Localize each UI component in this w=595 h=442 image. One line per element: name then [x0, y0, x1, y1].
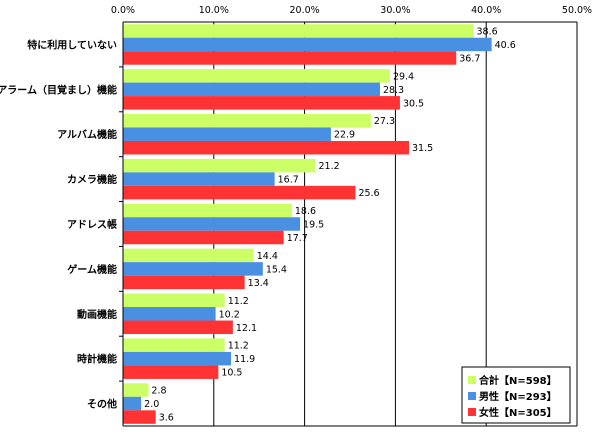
legend-label: 女性【N=305】 [479, 406, 557, 419]
data-label: 11.2 [228, 296, 249, 307]
bar [123, 82, 380, 97]
legend-swatch [468, 392, 476, 400]
legend-box [461, 366, 571, 424]
data-label: 2.8 [151, 386, 166, 397]
bar [123, 185, 356, 200]
data-label: 27.3 [374, 116, 395, 127]
category-label: 動画機能 [77, 308, 117, 321]
data-label: 31.5 [412, 143, 433, 154]
data-label: 40.6 [495, 40, 516, 51]
bars [123, 24, 492, 424]
x-tick-label: 30.0% [380, 5, 410, 16]
axes [119, 21, 577, 427]
legend-label: 男性【N=293】 [479, 390, 557, 403]
data-label: 17.7 [287, 233, 308, 244]
bar [123, 217, 301, 231]
data-label: 14.4 [257, 251, 278, 262]
bar [123, 262, 263, 276]
bar [123, 51, 457, 65]
data-label: 38.6 [476, 26, 497, 37]
x-tick-label: 10.0% [199, 5, 229, 16]
data-label: 22.9 [334, 130, 355, 141]
data-label: 36.7 [459, 53, 480, 64]
data-label: 15.4 [266, 264, 287, 275]
x-tick-label: 40.0% [471, 5, 501, 16]
bar [123, 230, 284, 245]
bar [123, 113, 371, 128]
bar [123, 275, 245, 290]
data-label: 3.6 [159, 413, 174, 424]
bar [123, 351, 232, 366]
bar [123, 24, 474, 38]
category-label: ゲーム機能 [67, 263, 117, 276]
bar [123, 172, 275, 186]
bar [123, 338, 225, 352]
data-label: 10.2 [219, 309, 240, 320]
bar [123, 293, 225, 308]
bar [123, 248, 254, 263]
category-label: 特に利用していない [27, 38, 117, 51]
bar [123, 140, 410, 155]
data-label: 2.0 [144, 399, 159, 410]
x-tick-label: 20.0% [290, 5, 320, 16]
data-label: 19.5 [303, 220, 324, 231]
bar [123, 365, 219, 379]
category-label: カメラ機能 [67, 173, 117, 186]
data-label: 12.1 [236, 323, 257, 334]
bar [123, 69, 390, 83]
legend-swatch [468, 376, 476, 384]
data-label: 29.4 [393, 71, 414, 82]
labels: 0.0% 10.0% 20.0% 30.0% 40.0% 50.0% 特に利用していない 38… [0, 5, 592, 424]
data-label: 16.7 [278, 175, 299, 186]
data-label: 10.5 [221, 368, 242, 379]
bar [123, 96, 400, 110]
data-label: 18.6 [295, 206, 316, 217]
bar [123, 127, 331, 141]
legend: 合計【N=598】男性【N=293】女性【N=305】 [461, 366, 571, 424]
bar [123, 383, 149, 397]
bar [123, 320, 233, 335]
x-tick-label: 0.0% [111, 5, 135, 16]
bar [123, 37, 492, 52]
category-label: アドレス帳 [67, 218, 117, 231]
category-label: アルバム機能 [57, 128, 117, 141]
data-label: 13.4 [248, 278, 269, 289]
legend-label: 合計【N=598】 [478, 374, 557, 387]
data-label: 11.9 [234, 354, 255, 365]
bar [123, 396, 142, 411]
category-label: その他 [87, 398, 117, 411]
data-label: 30.5 [403, 98, 424, 109]
category-label: 時計機能 [77, 353, 117, 366]
data-label: 25.6 [358, 188, 379, 199]
category-label: アラーム（目覚まし）機能 [0, 83, 117, 96]
x-tick-label: 50.0% [562, 5, 592, 16]
bar [123, 203, 292, 218]
data-label: 28.3 [383, 85, 404, 96]
bar [123, 410, 156, 424]
bar [123, 158, 316, 173]
bar [123, 307, 216, 321]
data-label: 21.2 [318, 161, 339, 172]
data-label: 11.2 [228, 341, 249, 352]
legend-swatch [468, 408, 476, 416]
